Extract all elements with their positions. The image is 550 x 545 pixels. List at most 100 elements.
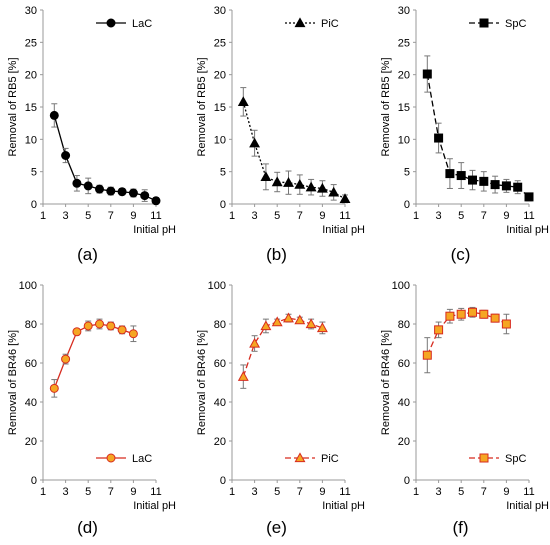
y-tick-label: 100 [19,280,37,292]
x-tick-label: 3 [252,486,258,498]
data-point [128,188,138,198]
x-tick-label: 5 [274,210,280,222]
data-point [305,181,317,192]
data-point [490,313,500,323]
x-tick-label: 9 [319,210,325,222]
panel-c: 0 5 10 15 20 25 30 1 3 5 7 9 11 Initial pH Removal of … [380,5,549,264]
x-tick-label: 1 [40,486,46,498]
y-tick-label: 40 [25,397,37,409]
y-tick-label: 20 [398,436,410,448]
y-axis-label: Removal of RB5 [%] [7,57,19,156]
legend-marker [294,452,306,463]
y-tick-label: 100 [208,280,226,292]
x-axis-label: Initial pH [133,224,176,236]
y-tick-label: 10 [398,134,410,146]
x-tick-label: 9 [503,210,509,222]
y-tick-label: 15 [214,102,226,114]
x-axis-label: Initial pH [322,500,365,512]
y-axis-label: Removal of RB5 [%] [196,57,208,156]
x-tick-label: 11 [523,210,534,222]
x-tick-label: 3 [436,486,442,498]
y-tick-label: 80 [398,319,410,331]
x-tick-label: 9 [130,486,136,498]
panel-a: 0 5 10 15 20 25 30 1 3 5 7 9 11 Initial pH Removal of … [7,5,176,264]
x-axis-label: Initial pH [506,500,549,512]
y-axis-label: Removal of BR46 [%] [196,330,208,435]
legend-label: LaC [132,453,152,465]
data-point [151,196,161,206]
y-tick-label: 100 [392,280,410,292]
data-point [128,329,138,339]
y-tick-label: 30 [214,5,226,17]
y-tick-label: 30 [25,5,37,17]
panel-caption: (e) [266,518,287,537]
data-point [468,307,477,317]
y-tick-label: 20 [25,436,37,448]
y-tick-label: 25 [214,37,226,49]
data-point [140,191,150,201]
x-tick-label: 9 [319,486,325,498]
y-tick-label: 40 [398,397,410,409]
x-tick-label: 9 [130,210,136,222]
data-point [294,178,306,189]
x-tick-label: 11 [339,486,350,498]
y-axis-label: Removal of BR46 [%] [7,330,19,435]
x-tick-label: 5 [85,486,91,498]
x-tick-label: 5 [458,486,464,498]
data-point [422,350,432,360]
data-point [83,181,93,191]
legend-label: PiC [321,18,339,30]
panel-d: 0 20 40 60 80 100 1 3 5 7 9 11 Initial pH Removal of … [7,280,176,537]
data-point [316,322,328,333]
x-axis-label: Initial pH [322,224,365,236]
x-tick-label: 11 [150,210,161,222]
y-tick-label: 25 [25,37,37,49]
x-tick-label: 3 [63,210,69,222]
data-point [513,182,523,192]
y-tick-label: 10 [25,134,37,146]
data-point [271,316,283,327]
data-point [72,178,82,188]
x-tick-label: 5 [458,210,464,222]
y-tick-label: 5 [404,167,410,179]
y-tick-label: 60 [398,358,410,370]
data-point [501,181,511,191]
data-point [260,320,272,331]
y-tick-label: 60 [214,358,226,370]
legend-marker [479,18,489,28]
data-point [106,186,116,196]
y-tick-label: 0 [404,199,410,211]
x-tick-label: 1 [413,486,419,498]
panel-b: 0 5 10 15 20 25 30 1 3 5 7 9 11 Initial pH Removal of … [196,5,365,264]
y-tick-label: 10 [214,134,226,146]
x-tick-label: 11 [150,486,161,498]
y-tick-label: 60 [25,358,37,370]
legend-marker [294,17,306,28]
y-tick-label: 20 [25,70,37,82]
x-tick-label: 1 [413,210,419,222]
data-point [445,169,455,179]
data-point [95,184,104,194]
y-tick-label: 40 [214,397,226,409]
panel-caption: (a) [77,245,98,264]
y-tick-label: 15 [398,102,410,114]
y-tick-label: 20 [214,436,226,448]
y-tick-label: 0 [31,475,37,487]
y-axis-label: Removal of RB5 [%] [380,57,392,156]
y-tick-label: 0 [220,199,226,211]
legend-marker [106,18,116,28]
x-tick-label: 11 [523,486,534,498]
x-tick-label: 3 [63,486,69,498]
data-point [117,325,127,335]
legend-marker [106,453,116,463]
data-point [117,187,127,197]
data-point [445,311,455,321]
data-point [260,171,272,182]
y-tick-label: 20 [398,70,410,82]
data-point [106,321,116,331]
y-tick-label: 80 [25,319,37,331]
data-point [479,176,489,186]
data-point [283,177,294,187]
y-tick-label: 0 [220,475,226,487]
